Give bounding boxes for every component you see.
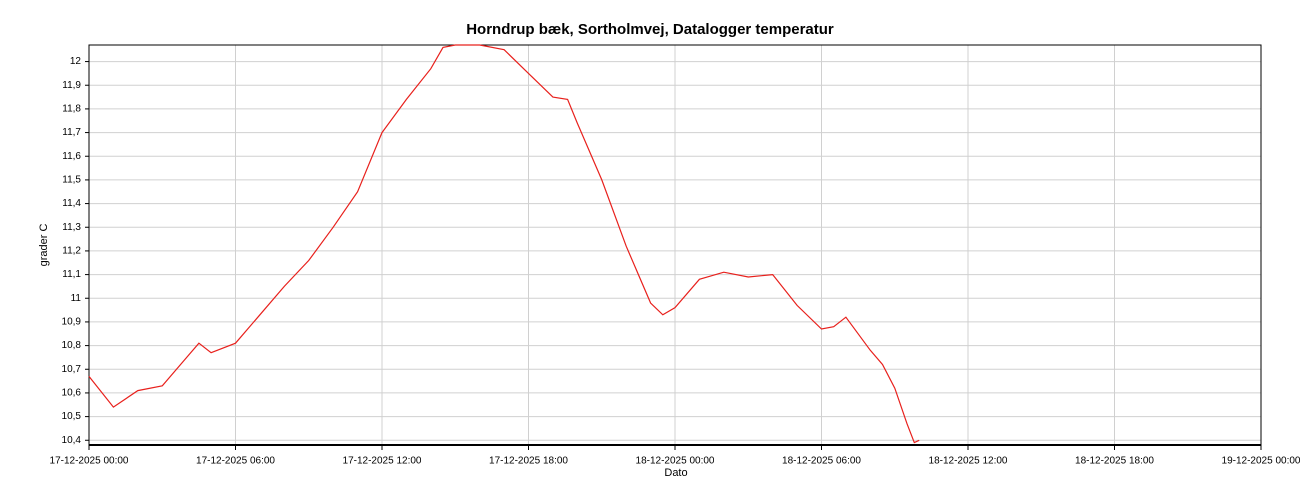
y-tick-label: 10,4 <box>62 435 82 446</box>
y-tick-label: 11,8 <box>62 104 81 115</box>
y-tick-label: 10,9 <box>62 317 82 328</box>
x-tick-label: 19-12-2025 00:00 <box>1222 456 1300 467</box>
y-tick-label: 10,7 <box>62 364 82 375</box>
y-tick-label: 10,6 <box>62 388 82 399</box>
x-tick-label: 18-12-2025 00:00 <box>636 456 715 467</box>
x-tick-label: 18-12-2025 18:00 <box>1075 456 1154 467</box>
x-tick-label: 17-12-2025 06:00 <box>196 456 275 467</box>
y-tick-label: 11,3 <box>62 222 81 233</box>
x-tick-label: 17-12-2025 12:00 <box>343 456 422 467</box>
x-tick-label: 18-12-2025 06:00 <box>782 456 861 467</box>
x-axis-label: Dato <box>664 467 687 479</box>
y-tick-label: 11,9 <box>62 80 81 91</box>
y-tick-label: 11,1 <box>62 269 81 280</box>
y-tick-label: 11,6 <box>62 151 81 162</box>
y-tick-label: 11,4 <box>62 198 81 209</box>
y-tick-label: 12 <box>70 56 82 67</box>
x-tick-label: 18-12-2025 12:00 <box>929 456 1008 467</box>
chart-title: Horndrup bæk, Sortholmvej, Datalogger te… <box>466 21 834 38</box>
y-tick-label: 10,8 <box>62 340 82 351</box>
data-line <box>88 44 920 444</box>
y-tick-label: 11 <box>71 293 82 304</box>
y-axis-label: grader C <box>38 224 50 267</box>
y-tick-label: 11,7 <box>62 127 81 138</box>
x-tick-label: 17-12-2025 00:00 <box>50 456 129 467</box>
y-tick-label: 11,5 <box>62 175 81 186</box>
x-tick-label: 17-12-2025 18:00 <box>489 456 568 467</box>
y-tick-label: 10,5 <box>62 411 82 422</box>
y-tick-label: 11,2 <box>62 246 81 257</box>
